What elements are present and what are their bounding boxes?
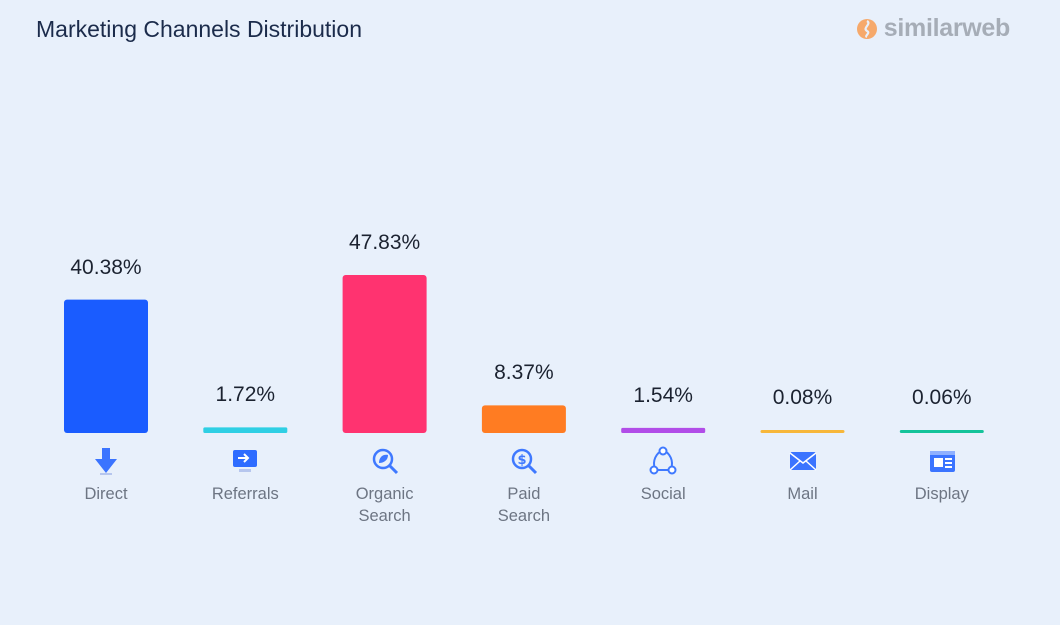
category-label: Direct xyxy=(84,485,128,503)
mail-icon xyxy=(788,452,817,471)
value-label: 8.37% xyxy=(494,361,554,385)
value-label: 40.38% xyxy=(70,255,142,279)
brand-logo: similarweb xyxy=(856,14,1010,43)
referral-arrow-icon xyxy=(233,450,258,472)
bar-paid-search[interactable] xyxy=(481,405,566,433)
bar-mail[interactable] xyxy=(760,430,845,433)
value-label: 1.72% xyxy=(215,383,276,407)
brand-name: similarweb xyxy=(883,14,1011,42)
arrow-down-icon xyxy=(95,448,117,475)
value-label: 0.06% xyxy=(912,386,972,409)
social-network-icon xyxy=(649,446,677,475)
display-ad-icon xyxy=(929,451,955,472)
category-label: Social xyxy=(640,485,686,503)
category-label: Organic Search xyxy=(355,485,414,525)
dollar-search-icon: $ xyxy=(511,448,537,475)
leaf-search-icon xyxy=(372,448,398,475)
svg-text:$: $ xyxy=(517,453,526,468)
category-label: Display xyxy=(914,485,969,503)
bar-display[interactable] xyxy=(899,430,984,433)
bar-direct[interactable] xyxy=(64,299,148,433)
value-label: 1.54% xyxy=(633,383,693,407)
bar-referrals[interactable] xyxy=(203,427,288,433)
page-title: Marketing Channels Distribution xyxy=(36,16,362,42)
value-label: 47.83% xyxy=(348,231,421,254)
category-label: Referrals xyxy=(211,485,279,503)
bar-social[interactable] xyxy=(621,427,706,433)
category-label: Paid Search xyxy=(497,485,551,525)
value-label: 0.08% xyxy=(772,386,833,409)
bar-organic-search[interactable] xyxy=(342,275,427,433)
category-label: Mail xyxy=(787,485,818,503)
similarweb-logo-icon xyxy=(856,18,877,39)
